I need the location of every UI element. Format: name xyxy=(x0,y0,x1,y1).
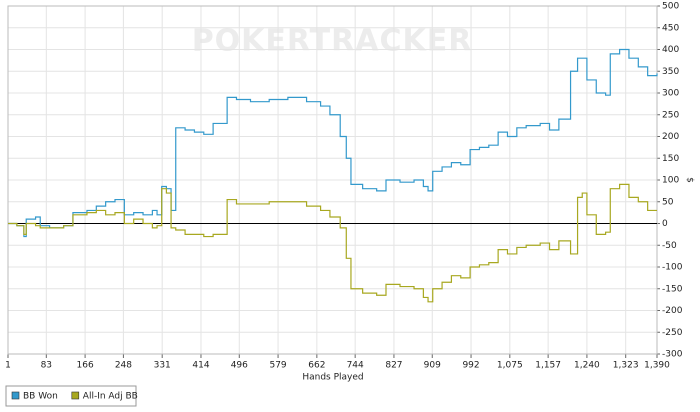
x-tick-label: 414 xyxy=(192,361,209,371)
y-tick-label: -300 xyxy=(662,350,683,360)
y-tick-label: 300 xyxy=(662,89,679,99)
x-tick-label: 166 xyxy=(77,361,94,371)
y-tick-label: -250 xyxy=(662,328,683,338)
y-tick-label: 0 xyxy=(662,219,668,229)
x-tick-label: 331 xyxy=(154,361,171,371)
x-tick-label: 662 xyxy=(308,361,325,371)
x-tick-label: 1,157 xyxy=(535,361,561,371)
x-tick-label: 992 xyxy=(462,361,479,371)
x-tick-label: 1,323 xyxy=(613,361,639,371)
x-tick-label: 744 xyxy=(347,361,364,371)
legend-swatch xyxy=(71,391,80,400)
y-tick-label: -50 xyxy=(662,241,677,251)
y-tick-label: 200 xyxy=(662,132,679,142)
x-tick-label: 1,390 xyxy=(644,361,670,371)
legend-box xyxy=(5,385,137,407)
y-tick-label: -100 xyxy=(662,263,683,273)
y-axis-label: $ xyxy=(685,177,695,183)
x-tick-label: 1,240 xyxy=(574,361,600,371)
watermark: POKERTRACKER xyxy=(192,24,473,59)
y-tick-label: 150 xyxy=(662,154,679,164)
x-tick-label: 1,075 xyxy=(497,361,523,371)
x-axis-label: Hands Played xyxy=(302,373,363,383)
y-tick-label: -200 xyxy=(662,306,683,316)
x-tick-label: 496 xyxy=(231,361,248,371)
plot-frame xyxy=(7,5,658,355)
y-tick-label: -150 xyxy=(662,284,683,294)
x-tick-label: 909 xyxy=(424,361,441,371)
x-tick-label: 248 xyxy=(115,361,132,371)
series-line xyxy=(8,183,657,303)
legend-label: BB Won xyxy=(23,392,58,402)
y-tick-label: 450 xyxy=(662,23,679,33)
y-tick-label: 500 xyxy=(662,2,679,12)
y-tick-label: 400 xyxy=(662,45,679,55)
y-tick-label: 50 xyxy=(662,197,674,207)
legend-label: All-In Adj BB xyxy=(83,392,138,402)
x-tick-label: 83 xyxy=(41,361,52,371)
y-tick-label: 350 xyxy=(662,67,679,77)
x-tick-label: 579 xyxy=(269,361,286,371)
legend-swatch xyxy=(11,391,20,400)
y-tick-label: 250 xyxy=(662,110,679,120)
series-line xyxy=(8,48,658,238)
x-tick-label: 1 xyxy=(5,361,11,371)
y-tick-label: 100 xyxy=(662,176,679,186)
x-tick-label: 827 xyxy=(385,361,402,371)
